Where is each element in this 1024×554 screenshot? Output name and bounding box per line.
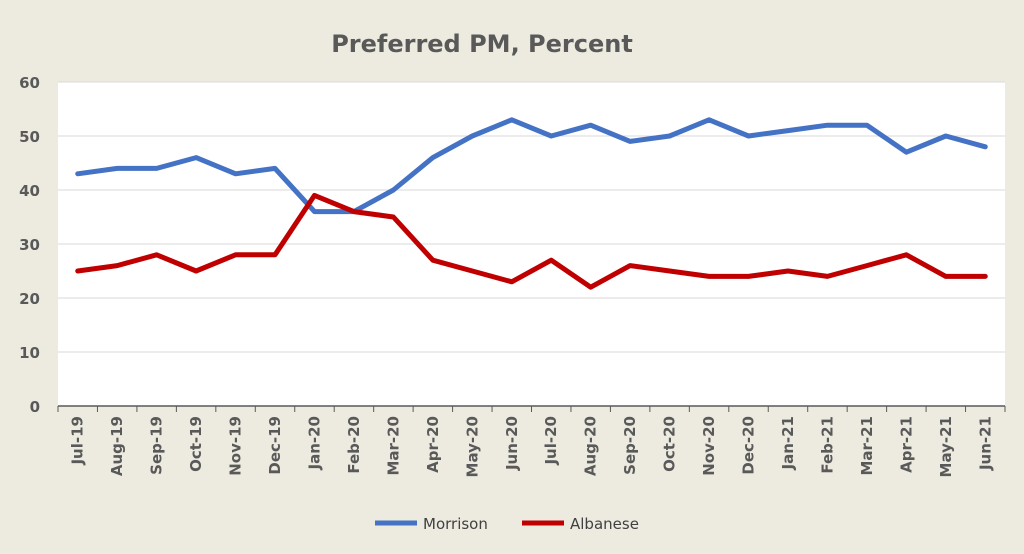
x-tick-label: Nov-20 [700, 416, 718, 476]
y-tick-label: 30 [19, 236, 40, 254]
legend-label-albanese: Albanese [570, 515, 639, 533]
x-tick-label: May-20 [463, 416, 481, 477]
x-tick-label: Mar-21 [858, 416, 876, 476]
y-tick-label: 50 [19, 128, 40, 146]
series-line-morrison [75, 117, 988, 215]
y-tick-label: 10 [19, 344, 40, 362]
series-line-albanese [75, 192, 988, 290]
x-tick-label: Nov-19 [227, 416, 245, 476]
x-tick-label: Apr-21 [897, 416, 915, 473]
x-tick-label: Feb-20 [345, 416, 363, 474]
x-tick-label: Oct-19 [187, 416, 205, 472]
x-tick-label: Aug-20 [582, 416, 600, 476]
x-tick-label: Jul-19 [69, 416, 87, 466]
y-tick-label: 60 [19, 74, 40, 92]
x-tick-label: Dec-19 [266, 416, 284, 475]
x-tick-label: Aug-19 [108, 416, 126, 476]
y-tick-label: 0 [30, 398, 40, 416]
x-tick-label: Oct-20 [661, 416, 679, 472]
y-tick-label: 40 [19, 182, 40, 200]
x-tick-label: Jun-20 [503, 416, 521, 471]
x-tick-label: Jun-21 [976, 416, 994, 471]
x-tick-label: Sep-19 [148, 416, 166, 475]
x-tick-label: Apr-20 [424, 416, 442, 473]
x-tick-label: Jul-20 [542, 416, 560, 466]
chart-title: Preferred PM, Percent [331, 30, 633, 58]
legend-label-morrison: Morrison [423, 515, 488, 533]
x-tick-label: Jan-21 [779, 416, 797, 470]
x-tick-label: Sep-20 [621, 416, 639, 475]
x-tick-label: Feb-21 [818, 416, 836, 474]
x-tick-label: May-21 [937, 416, 955, 477]
x-tick-label: Mar-20 [384, 416, 402, 476]
x-tick-label: Jan-20 [305, 416, 323, 470]
x-tick-label: Dec-20 [740, 416, 758, 475]
y-tick-label: 20 [19, 290, 40, 308]
